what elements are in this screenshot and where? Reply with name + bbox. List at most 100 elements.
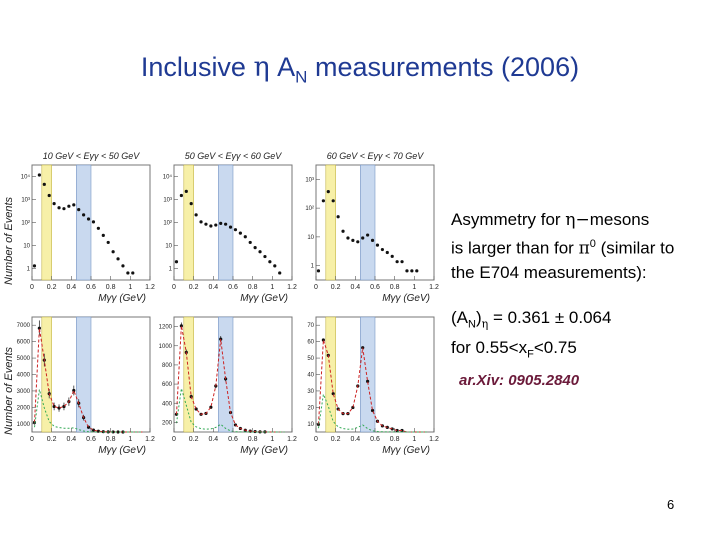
r2c3-data-point	[395, 428, 399, 433]
r2c3-data-point	[331, 392, 335, 396]
r2c1-x-tick-label: 0	[30, 436, 34, 443]
r2c2-y-tick-label: 600	[162, 382, 173, 388]
r1c2-data-point	[278, 271, 282, 275]
r2c2-y-tick-label: 1200	[159, 325, 173, 331]
asymmetry-note: Asymmetry for η−mesons is larger than fo…	[451, 208, 674, 285]
r1c1-data-point	[77, 208, 81, 212]
note-line-1: Asymmetry for η−mesons	[451, 210, 650, 230]
r1c1-y-tick-label: 1	[27, 267, 31, 273]
r2c2-x-tick-label: 0.8	[248, 436, 258, 443]
r2c2-x-tick-label: 0	[172, 436, 176, 443]
r2c3-y-tick-label: 40	[307, 373, 314, 379]
r1c1-energy-range-label: 10 GeV < Eγγ < 50 GeV	[43, 151, 141, 161]
r2c1-x-tick-label: 0.8	[106, 436, 116, 443]
r1c3-data-point	[316, 269, 321, 273]
r1c2-data-point	[243, 235, 247, 239]
r1c2-y-tick-label: 10²	[163, 221, 172, 227]
r1c3-y-tick-label: 10²	[305, 206, 314, 212]
r2c2-y-tick-label: 400	[162, 401, 173, 407]
r1c1-data-point	[111, 250, 115, 254]
r2c3-x-tick-label: 0	[314, 436, 318, 443]
r1c1-y-tick-label: 10²	[21, 221, 30, 227]
r1c2-data-point	[268, 260, 272, 264]
r2c1-y-tick-label: 7000	[17, 323, 31, 329]
r1c3-data-point	[385, 250, 389, 255]
result-line-2: for 0.55<xF<0.75	[451, 338, 577, 361]
r1c1-x-tick-label: 0.4	[66, 284, 76, 291]
r1c3-x-tick-label: 0	[314, 284, 318, 291]
r2c2-eta-band	[218, 316, 234, 433]
r1c3-eta-band	[360, 164, 376, 281]
r1c2-data-point	[233, 228, 238, 232]
r2c2-y-tick-label: 800	[162, 363, 173, 369]
r2c1-x-tick-label: 0.6	[86, 436, 96, 443]
note-line-2: is larger than for π0 (similar to	[451, 238, 675, 259]
r1c1-data-point	[47, 193, 51, 198]
r1c2-y-tick-label: 10⁴	[163, 174, 173, 181]
r2c3-y-tick-label: 20	[307, 405, 314, 411]
r2c2-x-tick-label: 0.2	[189, 436, 199, 443]
r2c1-x-tick-label: 1	[128, 436, 132, 443]
r2c1-y-tick-label: 2000	[17, 405, 31, 411]
r1c1-data-point	[42, 182, 46, 186]
r1c3-data-point	[351, 238, 355, 242]
r2c3-data-point	[366, 379, 370, 383]
r1c1-x-tick-label: 0.8	[106, 284, 116, 291]
r1c3-data-point	[366, 233, 370, 237]
r1c1-data-point	[106, 240, 110, 245]
r1c1-data-point	[67, 204, 71, 208]
r1c2-data-point	[248, 240, 252, 245]
r2c2-x-tick-label: 0.4	[208, 436, 218, 443]
r1c3-energy-range-label: 60 GeV < Eγγ < 70 GeV	[327, 151, 425, 161]
r1c3-data-point	[380, 247, 384, 252]
r1c2-data-point	[204, 222, 208, 226]
r1c1-data-point	[116, 257, 120, 261]
r2c1-data-point	[52, 404, 56, 409]
r2c3-data-point	[351, 405, 355, 410]
r2c1-data-point	[37, 326, 41, 330]
r2c2-y-tick-label: 1000	[159, 344, 173, 350]
r2c2-data-point	[179, 324, 183, 328]
r1c3-x-tick-label: 0.2	[331, 284, 341, 291]
r1c2-data-point	[194, 213, 198, 217]
r1c1-data-point	[101, 233, 105, 237]
r1c1-data-point	[131, 271, 135, 275]
r1c1-data-point	[126, 271, 130, 275]
r1c1-data-point	[32, 264, 37, 268]
r1c3-data-point	[415, 269, 419, 273]
r1c1-data-point	[96, 226, 100, 230]
r2c3-x-tick-label: 0.6	[370, 436, 380, 443]
r1c2-data-point	[228, 225, 233, 229]
r2c3-x-tick-label: 0.2	[331, 436, 341, 443]
r2c3-x-tick-label: 0.4	[350, 436, 360, 443]
r1c3-data-point	[331, 199, 335, 203]
r1c1-data-point	[62, 207, 66, 211]
r1c3-data-point	[375, 243, 380, 247]
r2c2-fit-curve-total	[176, 325, 285, 433]
r1c1-data-point	[72, 203, 76, 207]
r2c1-y-tick-label: 6000	[17, 340, 31, 346]
r2c3-y-tick-label: 70	[307, 323, 314, 329]
r1c3-y-tick-label: 1	[311, 264, 315, 270]
r2c2-y-tick-label: 200	[162, 420, 173, 426]
r2c2-x-tick-label: 0.6	[228, 436, 238, 443]
r1c3-data-point	[410, 269, 414, 273]
r2c1-x-tick-label: 0.4	[66, 436, 76, 443]
result-line-1: (AN)η = 0.361 ± 0.064	[451, 308, 612, 331]
r2c2-x-tick-label: 1	[270, 436, 274, 443]
r1c1-data-point	[57, 206, 61, 210]
r1c2-x-tick-label: 0.4	[208, 284, 218, 291]
r2c3-y-tick-label: 50	[307, 356, 314, 362]
r1c2-x-tick-label: 0.2	[189, 284, 199, 291]
r1c3-data-point	[346, 236, 350, 240]
r2c3-y-tick-label: 30	[307, 389, 314, 395]
r1c3-data-point	[361, 236, 365, 240]
r1c1-y-tick-label: 10	[23, 244, 30, 250]
r1c1-x-tick-label: 1.2	[145, 284, 155, 291]
r1c2-data-point	[253, 246, 257, 250]
r1c1-x-tick-label: 0.2	[47, 284, 57, 291]
r1c2-eta-band	[218, 164, 234, 281]
r1c2-x-tick-label: 0	[172, 284, 176, 291]
r2c1-y-tick-label: 1000	[17, 422, 31, 428]
r1c3-data-point	[395, 260, 399, 264]
